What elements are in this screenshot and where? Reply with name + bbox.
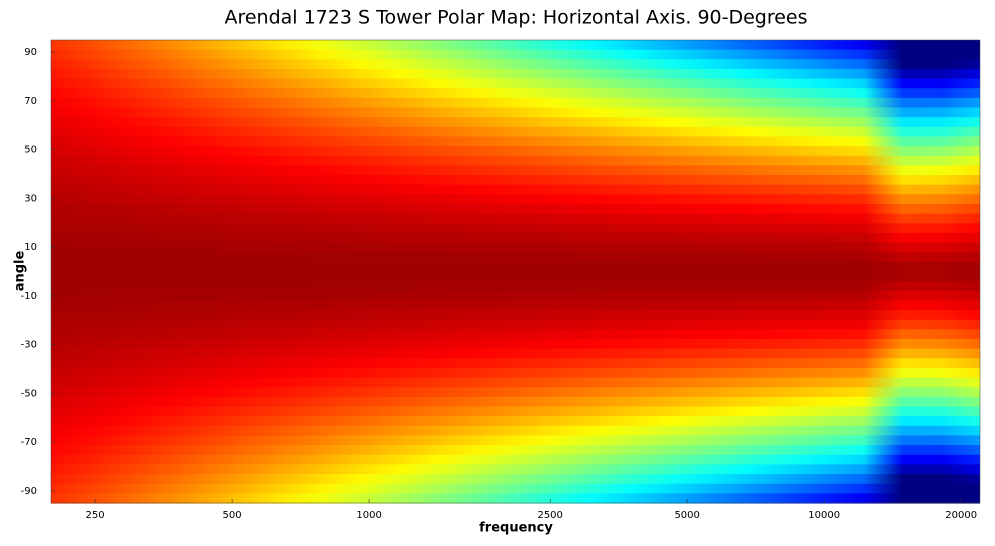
heat-strip	[51, 146, 980, 157]
heat-strip	[51, 223, 980, 234]
heat-strip	[51, 213, 980, 224]
heat-strip	[51, 358, 980, 369]
chart-title: Arendal 1723 S Tower Polar Map: Horizont…	[224, 7, 807, 29]
heat-strip	[51, 88, 980, 99]
x-tick-label: 5000	[674, 510, 699, 521]
heat-strip	[51, 165, 980, 176]
heat-strip	[51, 387, 980, 398]
y-tick-label: -70	[21, 437, 37, 448]
heat-strip	[51, 339, 980, 350]
y-tick-label: 90	[24, 47, 37, 58]
y-tick-label: -30	[21, 340, 37, 351]
x-axis-label: frequency	[479, 521, 553, 536]
heat-strip	[51, 493, 980, 504]
y-tick-label: -90	[21, 486, 37, 497]
heat-strip	[51, 78, 980, 89]
heat-strip	[51, 97, 980, 109]
heat-strip	[51, 396, 980, 408]
heat-strip	[51, 445, 980, 456]
heat-strip	[51, 281, 980, 292]
heat-strip	[51, 348, 980, 359]
heat-strip	[51, 435, 980, 446]
heat-strip	[51, 107, 980, 118]
x-tick-label: 2500	[537, 510, 562, 521]
y-tick-label: 70	[24, 96, 37, 107]
heat-strip	[51, 425, 980, 437]
x-tick-label: 20000	[945, 510, 977, 521]
heat-strip	[51, 261, 980, 273]
y-axis-label: angle	[13, 251, 28, 292]
y-tick-label: -50	[21, 388, 37, 399]
y-tick-label: 30	[24, 193, 37, 204]
heat-strip	[51, 464, 980, 475]
heat-strip	[51, 329, 980, 340]
heat-strip	[51, 175, 980, 186]
x-tick-label: 500	[223, 510, 242, 521]
heat-strip	[51, 49, 980, 60]
heat-strip	[51, 126, 980, 138]
heatmap	[51, 40, 980, 504]
y-tick-label: -10	[21, 291, 37, 302]
heat-strip	[51, 40, 980, 51]
heat-strip	[51, 117, 980, 128]
heat-strip	[51, 290, 980, 302]
heat-strip	[51, 367, 980, 379]
heat-strip	[51, 232, 980, 244]
heat-strip	[51, 184, 980, 195]
y-tick-label: 50	[24, 145, 37, 156]
plot-frame	[50, 39, 981, 504]
heat-strip	[51, 252, 980, 263]
heat-strip	[51, 194, 980, 205]
heat-strip	[51, 416, 980, 427]
heat-strip	[51, 483, 980, 494]
heat-strip	[51, 271, 980, 282]
heat-strip	[51, 155, 980, 166]
heat-strip	[51, 59, 980, 70]
heat-strip	[51, 68, 980, 80]
heat-strip	[51, 406, 980, 417]
x-tick-label: 1000	[356, 510, 381, 521]
x-tick-label: 10000	[808, 510, 840, 521]
heat-strip	[51, 454, 980, 466]
y-tick-label: 10	[24, 242, 37, 253]
heat-strip	[51, 136, 980, 147]
heat-strip	[51, 242, 980, 253]
x-tick-label: 250	[86, 510, 105, 521]
heat-strip	[51, 319, 980, 330]
heat-strip	[51, 377, 980, 388]
heat-strip	[51, 300, 980, 311]
heat-strip	[51, 310, 980, 321]
heat-strip	[51, 203, 980, 215]
heat-strip	[51, 474, 980, 485]
